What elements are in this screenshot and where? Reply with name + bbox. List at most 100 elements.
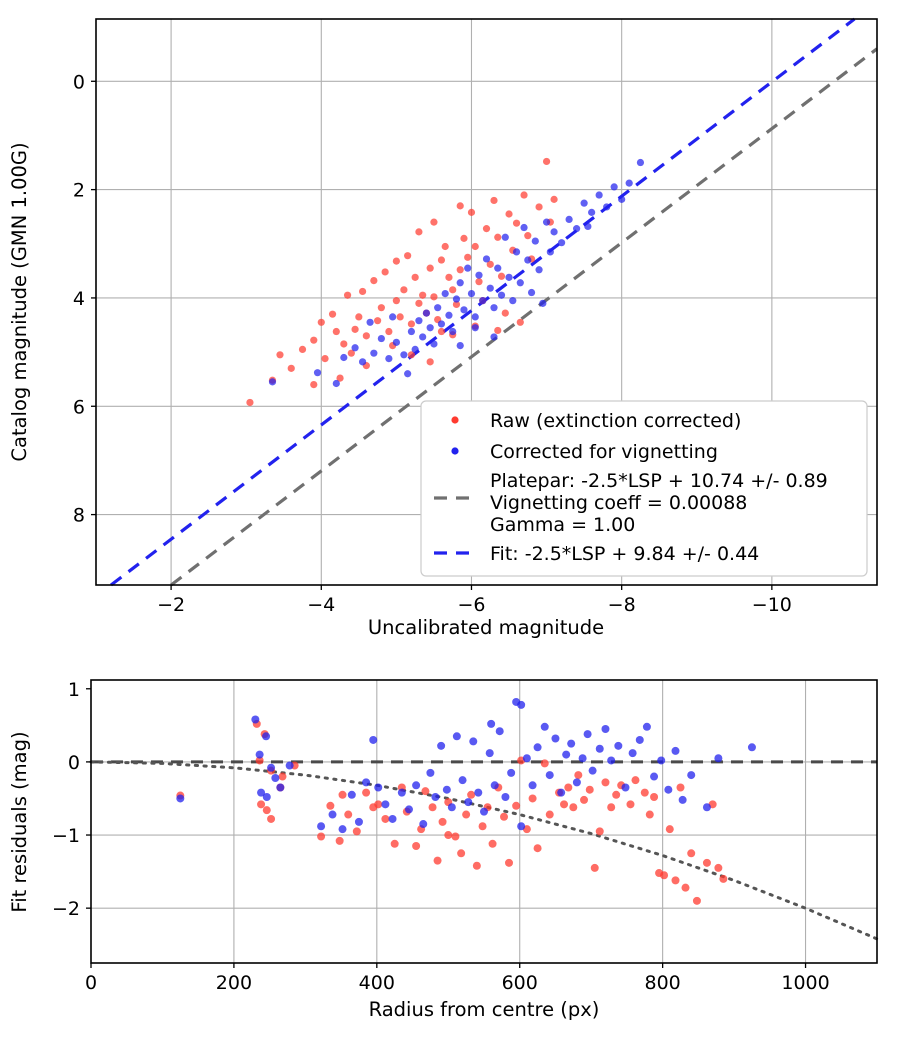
data-point — [520, 191, 528, 199]
residual-point — [601, 724, 610, 733]
top-panel-y-tick-label: 6 — [73, 396, 85, 418]
data-point — [456, 266, 464, 274]
data-point — [610, 183, 618, 191]
data-point — [287, 364, 295, 372]
data-point — [580, 199, 588, 207]
data-point — [389, 313, 397, 321]
residual-point — [551, 734, 560, 743]
data-point — [452, 300, 461, 309]
bottom-panel-raw-points — [176, 719, 728, 905]
residual-point — [572, 778, 581, 787]
data-point — [464, 253, 472, 261]
legend-marker-corrected-icon — [451, 447, 459, 455]
top-panel-x-tick-label: −6 — [457, 594, 485, 616]
data-point — [490, 333, 498, 341]
data-point — [351, 344, 359, 352]
residual-point — [362, 778, 371, 787]
bottom-panel-x-tick-label: 1000 — [781, 972, 829, 994]
top-panel-x-tick-label: −2 — [157, 594, 185, 616]
data-point — [370, 277, 378, 285]
residual-point — [474, 788, 483, 797]
data-point — [546, 248, 554, 256]
bottom-panel-x-axis-label: Radius from centre (px) — [369, 998, 600, 1021]
residual-point — [657, 756, 666, 765]
residual-point — [557, 788, 566, 797]
residual-point — [462, 810, 471, 819]
residual-point — [451, 832, 460, 841]
residual-point — [347, 790, 356, 799]
data-point — [310, 380, 318, 389]
data-point — [471, 313, 479, 321]
data-point — [343, 291, 352, 299]
data-point — [370, 349, 378, 357]
residual-point — [687, 771, 696, 780]
data-point — [430, 340, 438, 348]
data-point — [340, 353, 348, 362]
residual-point — [569, 803, 578, 812]
legend-label-raw: Raw (extinction corrected) — [490, 410, 741, 432]
residual-point — [338, 825, 347, 834]
residual-point — [369, 735, 378, 744]
residual-point — [271, 773, 280, 782]
residual-point — [540, 722, 549, 731]
residual-point — [447, 803, 456, 812]
data-point — [479, 297, 487, 305]
data-point — [381, 268, 389, 276]
residual-point — [650, 772, 659, 781]
data-point — [512, 248, 521, 256]
residual-point — [469, 737, 478, 746]
data-point — [426, 324, 434, 332]
data-point — [494, 233, 502, 241]
data-point — [400, 351, 408, 359]
residual-point — [607, 803, 616, 812]
data-point — [524, 256, 532, 264]
data-point — [475, 271, 483, 279]
residual-point — [426, 768, 435, 777]
residual-point — [607, 756, 616, 765]
residual-point — [650, 793, 659, 802]
data-point — [505, 210, 513, 218]
residual-point — [614, 741, 623, 750]
data-point — [494, 326, 502, 335]
residual-point — [262, 732, 271, 741]
residual-point — [660, 871, 669, 880]
residual-point — [326, 801, 335, 810]
data-point — [347, 349, 355, 357]
residual-point — [487, 719, 496, 728]
data-point — [464, 264, 472, 272]
bottom-panel: 0 200 400 600 800 1000 1 0 −1 −2 Radius from cent… — [8, 679, 879, 1021]
data-point — [460, 306, 468, 314]
data-point — [426, 264, 434, 272]
residual-point — [522, 754, 531, 763]
data-point — [471, 324, 479, 332]
residual-point — [714, 863, 723, 872]
data-point — [377, 304, 385, 312]
legend-label-platepar-line1: Platepar: -2.5*LSP + 10.74 +/- 0.89 — [490, 470, 828, 492]
data-point — [524, 232, 532, 240]
residual-point — [328, 810, 337, 819]
bottom-panel-x-tick-label: 600 — [502, 972, 538, 994]
data-point — [512, 219, 521, 227]
residual-point — [472, 861, 481, 870]
residual-point — [388, 814, 397, 823]
data-point — [385, 355, 393, 363]
data-point — [445, 273, 453, 281]
residual-point — [276, 783, 285, 792]
data-point — [392, 257, 400, 265]
top-panel-y-tick-label: 4 — [73, 288, 85, 310]
data-point — [340, 340, 348, 348]
residual-point — [645, 810, 654, 819]
data-point — [336, 374, 344, 382]
legend-label-platepar-line3: Gamma = 1.00 — [490, 514, 635, 536]
residual-point — [612, 790, 621, 799]
data-point — [419, 291, 427, 299]
residual-point — [714, 754, 723, 763]
residual-point — [540, 759, 549, 768]
residual-point — [285, 761, 294, 770]
data-point — [321, 355, 329, 363]
residual-point — [478, 822, 487, 831]
data-point — [415, 317, 423, 325]
residual-point — [533, 743, 542, 752]
residual-point — [507, 768, 516, 777]
data-point — [407, 351, 416, 359]
